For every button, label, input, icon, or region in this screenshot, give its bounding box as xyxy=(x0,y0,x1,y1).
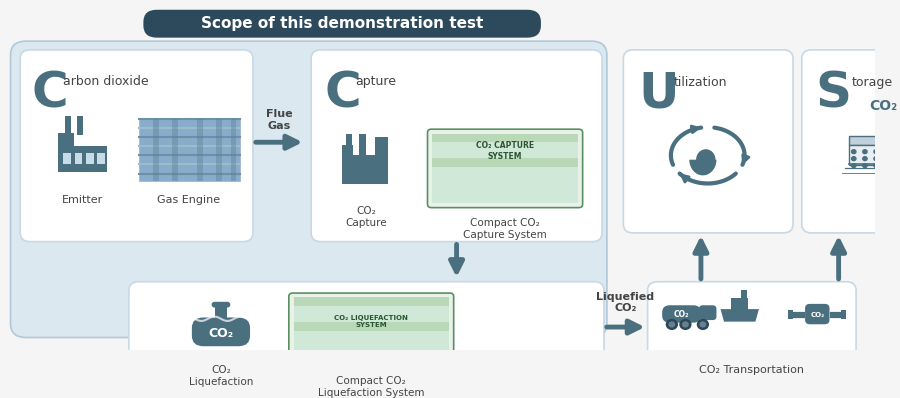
Polygon shape xyxy=(689,149,716,176)
Text: CO₂
Capture: CO₂ Capture xyxy=(346,206,387,228)
FancyBboxPatch shape xyxy=(842,310,846,319)
FancyBboxPatch shape xyxy=(293,297,449,360)
FancyBboxPatch shape xyxy=(58,146,107,172)
FancyBboxPatch shape xyxy=(311,50,602,242)
FancyBboxPatch shape xyxy=(197,119,202,181)
FancyBboxPatch shape xyxy=(212,302,230,308)
Circle shape xyxy=(885,150,889,154)
FancyBboxPatch shape xyxy=(428,129,582,208)
Circle shape xyxy=(680,320,691,329)
FancyBboxPatch shape xyxy=(432,134,578,142)
Circle shape xyxy=(874,157,878,161)
Circle shape xyxy=(669,322,675,327)
FancyBboxPatch shape xyxy=(76,116,83,135)
FancyBboxPatch shape xyxy=(849,145,900,165)
Text: S: S xyxy=(815,69,851,117)
FancyBboxPatch shape xyxy=(806,304,830,324)
FancyBboxPatch shape xyxy=(230,119,237,181)
FancyBboxPatch shape xyxy=(216,119,222,181)
FancyBboxPatch shape xyxy=(432,134,578,203)
Text: Liquefied
CO₂: Liquefied CO₂ xyxy=(596,291,654,313)
FancyBboxPatch shape xyxy=(129,282,604,373)
FancyBboxPatch shape xyxy=(153,119,159,181)
Circle shape xyxy=(874,150,878,154)
Circle shape xyxy=(666,320,678,329)
FancyBboxPatch shape xyxy=(75,153,82,164)
Text: apture: apture xyxy=(356,75,397,88)
Circle shape xyxy=(698,320,708,329)
FancyBboxPatch shape xyxy=(192,318,250,346)
Text: Emitter: Emitter xyxy=(62,195,103,205)
Circle shape xyxy=(863,164,867,168)
FancyBboxPatch shape xyxy=(293,310,449,318)
Circle shape xyxy=(863,150,867,154)
FancyBboxPatch shape xyxy=(65,116,70,135)
FancyBboxPatch shape xyxy=(802,50,900,233)
FancyBboxPatch shape xyxy=(289,293,454,365)
Text: CO₂: CO₂ xyxy=(869,99,897,113)
Text: CO₂: CO₂ xyxy=(810,312,824,318)
FancyBboxPatch shape xyxy=(97,153,105,164)
FancyBboxPatch shape xyxy=(11,41,607,338)
Circle shape xyxy=(874,164,878,168)
FancyBboxPatch shape xyxy=(788,310,794,319)
FancyBboxPatch shape xyxy=(143,10,541,38)
Text: CO₂: CO₂ xyxy=(674,310,689,319)
Circle shape xyxy=(851,164,856,168)
FancyBboxPatch shape xyxy=(342,155,376,184)
FancyBboxPatch shape xyxy=(432,158,578,167)
FancyBboxPatch shape xyxy=(173,119,178,181)
FancyBboxPatch shape xyxy=(346,135,353,157)
Circle shape xyxy=(896,150,900,154)
FancyBboxPatch shape xyxy=(139,119,240,181)
Circle shape xyxy=(863,157,867,161)
FancyBboxPatch shape xyxy=(699,305,716,320)
Circle shape xyxy=(896,164,900,168)
Text: CO₂ CAPTURE
SYSTEM: CO₂ CAPTURE SYSTEM xyxy=(476,141,534,161)
FancyBboxPatch shape xyxy=(63,153,71,164)
FancyBboxPatch shape xyxy=(86,153,94,164)
Text: Gas Engine: Gas Engine xyxy=(158,195,220,205)
Text: CO₂
Liquefaction: CO₂ Liquefaction xyxy=(189,365,253,387)
Text: Compact CO₂
Capture System: Compact CO₂ Capture System xyxy=(464,218,547,240)
FancyBboxPatch shape xyxy=(342,145,354,157)
Text: arbon dioxide: arbon dioxide xyxy=(63,75,148,88)
Text: tilization: tilization xyxy=(674,76,727,89)
FancyBboxPatch shape xyxy=(359,135,365,157)
Text: C: C xyxy=(32,69,68,117)
Circle shape xyxy=(851,157,856,161)
Circle shape xyxy=(896,157,900,161)
FancyBboxPatch shape xyxy=(662,305,701,323)
FancyBboxPatch shape xyxy=(432,146,578,154)
FancyBboxPatch shape xyxy=(293,322,449,331)
Polygon shape xyxy=(721,309,759,322)
Circle shape xyxy=(885,157,889,161)
FancyBboxPatch shape xyxy=(20,50,253,242)
FancyBboxPatch shape xyxy=(742,290,747,299)
FancyBboxPatch shape xyxy=(214,307,228,319)
Text: Flue
Gas: Flue Gas xyxy=(266,109,292,131)
Text: CO₂ Transportation: CO₂ Transportation xyxy=(699,365,804,375)
Text: Compact CO₂
Liquefaction System: Compact CO₂ Liquefaction System xyxy=(318,376,425,398)
Text: C: C xyxy=(325,69,362,117)
Text: torage: torage xyxy=(851,76,893,89)
Circle shape xyxy=(885,164,889,168)
Text: Scope of this demonstration test: Scope of this demonstration test xyxy=(201,16,483,31)
Circle shape xyxy=(683,322,688,327)
FancyBboxPatch shape xyxy=(849,137,900,145)
FancyBboxPatch shape xyxy=(293,297,449,306)
Circle shape xyxy=(700,322,706,327)
Text: CO₂ LIQUEFACTION
SYSTEM: CO₂ LIQUEFACTION SYSTEM xyxy=(334,315,409,328)
Text: U: U xyxy=(638,69,679,117)
Circle shape xyxy=(851,150,856,154)
FancyBboxPatch shape xyxy=(624,50,793,233)
FancyBboxPatch shape xyxy=(648,282,856,373)
FancyBboxPatch shape xyxy=(731,298,749,310)
FancyBboxPatch shape xyxy=(58,133,74,147)
Text: CO₂: CO₂ xyxy=(209,327,233,339)
FancyBboxPatch shape xyxy=(375,137,388,184)
